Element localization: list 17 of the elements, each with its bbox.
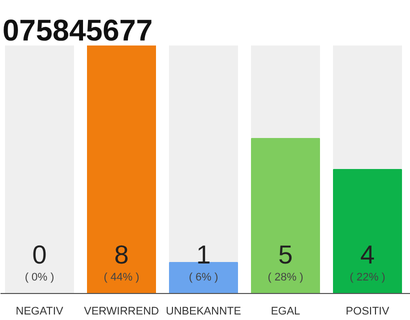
x-tick-label: EGAL (270, 306, 300, 318)
x-tick-label: NEGATIV (16, 306, 64, 318)
data-label: 8 (114, 240, 129, 270)
x-tick-label: UNBEKANNTE (166, 306, 242, 318)
chart-title: 075845677 (2, 14, 153, 48)
bar (169, 262, 238, 294)
annotation: ( 44% ) (104, 272, 140, 284)
x-tick-label: POSITIV (346, 306, 390, 318)
annotation: ( 28% ) (268, 272, 304, 284)
annotation: ( 0% ) (24, 272, 54, 284)
data-label: 1 (196, 240, 211, 270)
data-label: 4 (360, 240, 375, 270)
data-label: 5 (278, 240, 293, 270)
x-tick-label: VERWIRREND (84, 306, 160, 318)
data-label: 0 (32, 240, 47, 270)
annotation: ( 22% ) (350, 272, 386, 284)
annotation: ( 6% ) (188, 272, 218, 284)
